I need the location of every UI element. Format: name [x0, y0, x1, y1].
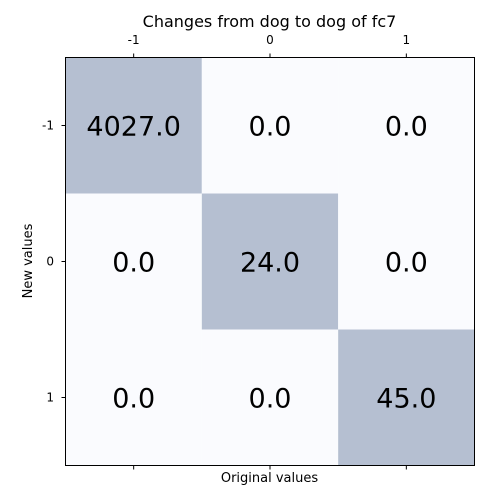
cell-label-r0-c0: 4027.0 [86, 112, 180, 143]
x-axis-label: Original values [221, 471, 319, 486]
left-tick-label-0: -1 [42, 119, 54, 133]
left-tick-label-2: 1 [46, 391, 54, 405]
y-axis-label: New values [21, 223, 36, 298]
heatmap-cells [65, 57, 475, 466]
heatmap-cell-r2-c2 [338, 329, 475, 466]
heatmap-cell-r1-c2 [338, 193, 475, 330]
cell-label-r2-c2: 45.0 [376, 384, 436, 415]
heatmap-cell-r1-c0 [65, 193, 202, 330]
top-x-ticks: -1 0 1 [128, 33, 410, 58]
plot-frame [65, 57, 475, 466]
cell-label-r2-c1: 0.0 [249, 384, 292, 415]
heatmap-cell-labels: 4027.0 0.0 0.0 0.0 24.0 0.0 0.0 0.0 45.0 [86, 112, 436, 415]
left-tick-label-1: 0 [46, 255, 54, 269]
cell-label-r0-c2: 0.0 [385, 112, 428, 143]
chart-title: Changes from dog to dog of fc7 [143, 12, 397, 31]
heatmap-cell-r2-c0 [65, 329, 202, 466]
left-y-ticks: -1 0 1 [42, 119, 66, 405]
cell-label-r1-c2: 0.0 [385, 248, 428, 279]
top-tick-label-0: -1 [128, 33, 140, 47]
top-tick-label-1: 0 [266, 33, 274, 47]
cell-label-r2-c0: 0.0 [112, 384, 155, 415]
heatmap-cell-r2-c1 [201, 329, 339, 466]
heatmap-cell-r0-c2 [338, 57, 475, 194]
top-tick-label-2: 1 [403, 33, 411, 47]
heatmap-cell-r1-c1 [201, 193, 339, 330]
cell-label-r1-c1: 24.0 [240, 248, 300, 279]
bottom-x-ticks [133, 465, 407, 470]
heatmap-cell-r0-c0 [65, 57, 202, 194]
heatmap-cell-r0-c1 [201, 57, 339, 194]
cell-label-r1-c0: 0.0 [112, 248, 155, 279]
cell-label-r0-c1: 0.0 [249, 112, 292, 143]
